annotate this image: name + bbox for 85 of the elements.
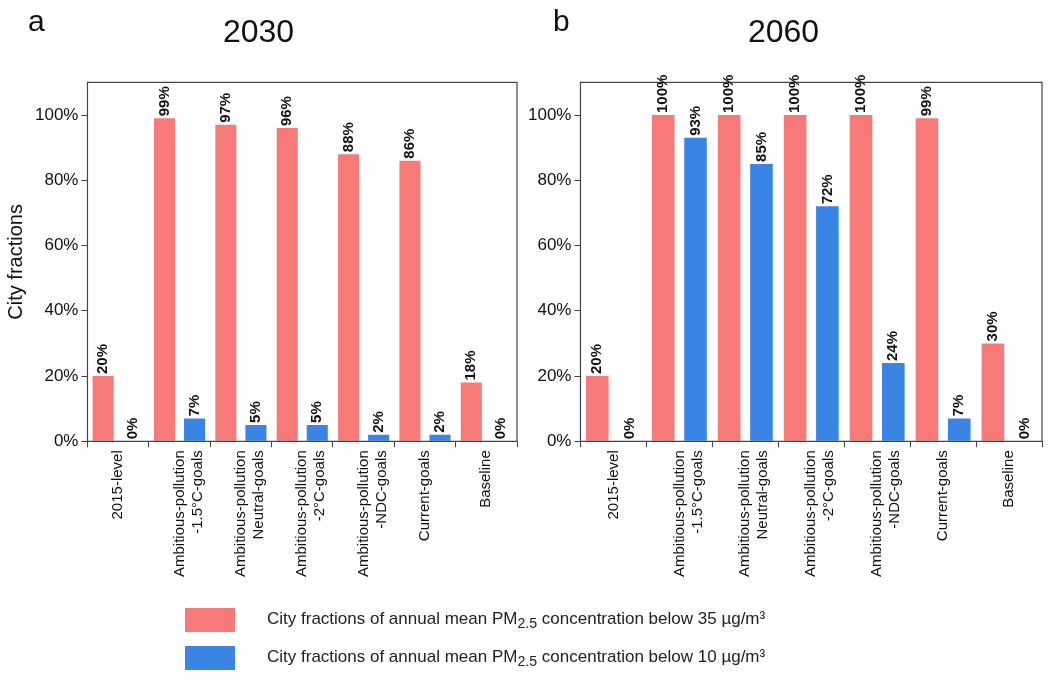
chart-title: 2060 <box>747 13 820 50</box>
x-tick-label: Baseline <box>999 450 1017 508</box>
x-tick-label: Current-goals <box>933 450 951 542</box>
legend-label: City fractions of annual mean PM$_{2.5}$ concentration below 10 µg/m³ <box>267 646 766 670</box>
bar <box>585 376 609 441</box>
x-tick-label: Ambitious-pollution -1.5°C-goals <box>669 450 705 577</box>
y-axis-title: City fractions <box>3 204 26 320</box>
bar <box>338 154 360 441</box>
data-label: 20% <box>587 343 605 375</box>
y-tick-label: 0% <box>546 430 572 450</box>
text: a <box>28 4 45 38</box>
y-tick-label: 0% <box>53 430 79 450</box>
data-label: 93% <box>685 105 703 136</box>
bar <box>399 160 421 441</box>
data-label: 2% <box>368 411 386 433</box>
y-tick-label: 60% <box>44 235 79 255</box>
data-label: 0% <box>123 417 141 440</box>
chart-title: 2030 <box>222 13 295 50</box>
y-tick-label: 100% <box>35 104 79 124</box>
data-label: 24% <box>883 330 901 361</box>
y-tick-label: 20% <box>44 365 79 385</box>
data-label: 72% <box>817 174 835 205</box>
bar <box>429 434 451 441</box>
data-label: 96% <box>277 96 295 127</box>
y-tick-label: 100% <box>528 104 572 124</box>
y-tick-label: 20% <box>537 365 572 385</box>
bar <box>306 424 328 441</box>
data-label: 88% <box>338 122 356 153</box>
data-label: 5% <box>246 401 264 423</box>
bar <box>215 124 237 441</box>
data-label: 99% <box>154 86 172 117</box>
bar <box>368 434 390 441</box>
data-label: 18% <box>461 350 479 381</box>
data-label: 5% <box>307 401 325 423</box>
bar <box>684 137 707 441</box>
bar <box>460 382 482 441</box>
bar <box>816 206 839 441</box>
x-tick-label: Ambitious-pollution -NDC-goals <box>353 450 389 577</box>
bar <box>981 343 1005 441</box>
x-tick-label: 2015-level <box>108 450 126 520</box>
data-label: 20% <box>93 343 111 375</box>
y-tick-label: 80% <box>537 169 572 189</box>
legend-label: City fractions of annual mean PM$_{2.5}$ concentration below 35 µg/m³ <box>267 608 766 632</box>
data-label: 86% <box>400 128 418 159</box>
data-label: 97% <box>215 92 233 123</box>
text: b <box>553 4 570 38</box>
bar <box>750 163 773 441</box>
bar <box>882 362 905 441</box>
bar <box>915 118 939 441</box>
y-tick-label: 60% <box>537 235 572 255</box>
data-label: 30% <box>983 311 1001 342</box>
x-tick-label: Ambitious-pollution -1.5°C-goals <box>169 450 205 577</box>
bar <box>947 418 971 441</box>
data-label: 100% <box>851 74 869 114</box>
bar <box>245 424 267 441</box>
x-tick-label: Ambitious-pollution -2°C-goals <box>801 450 837 577</box>
y-tick-label: 80% <box>44 169 79 189</box>
x-tick-label: Ambitious-pollution -2°C-goals <box>292 450 328 577</box>
x-tick-label: Baseline <box>476 450 494 508</box>
data-label: 99% <box>917 86 935 117</box>
data-label: 2% <box>430 411 448 433</box>
x-tick-label: Ambitious-pollution -NDC-goals <box>867 450 903 577</box>
data-label: 0% <box>1015 417 1033 440</box>
bar <box>849 115 873 441</box>
y-tick-label: 40% <box>44 300 79 320</box>
x-tick-label: Ambitious-pollution Neutral-goals <box>231 450 267 577</box>
x-tick-label: 2015-level <box>603 450 621 520</box>
data-label: 100% <box>719 74 737 114</box>
bar <box>276 128 298 441</box>
data-label: 0% <box>491 417 509 440</box>
bar <box>717 115 741 441</box>
bar <box>184 418 206 441</box>
x-tick-label: Ambitious-pollution Neutral-goals <box>735 450 771 577</box>
bar <box>92 376 114 441</box>
bar <box>651 115 675 441</box>
data-label: 100% <box>785 74 803 114</box>
bar <box>783 115 807 441</box>
data-label: 100% <box>653 74 671 114</box>
data-label: 7% <box>949 394 967 417</box>
data-label: 0% <box>619 417 637 440</box>
data-label: 85% <box>751 131 769 162</box>
bar <box>153 118 176 441</box>
x-tick-label: Current-goals <box>415 450 433 542</box>
y-tick-label: 40% <box>537 300 572 320</box>
data-label: 7% <box>184 394 202 417</box>
